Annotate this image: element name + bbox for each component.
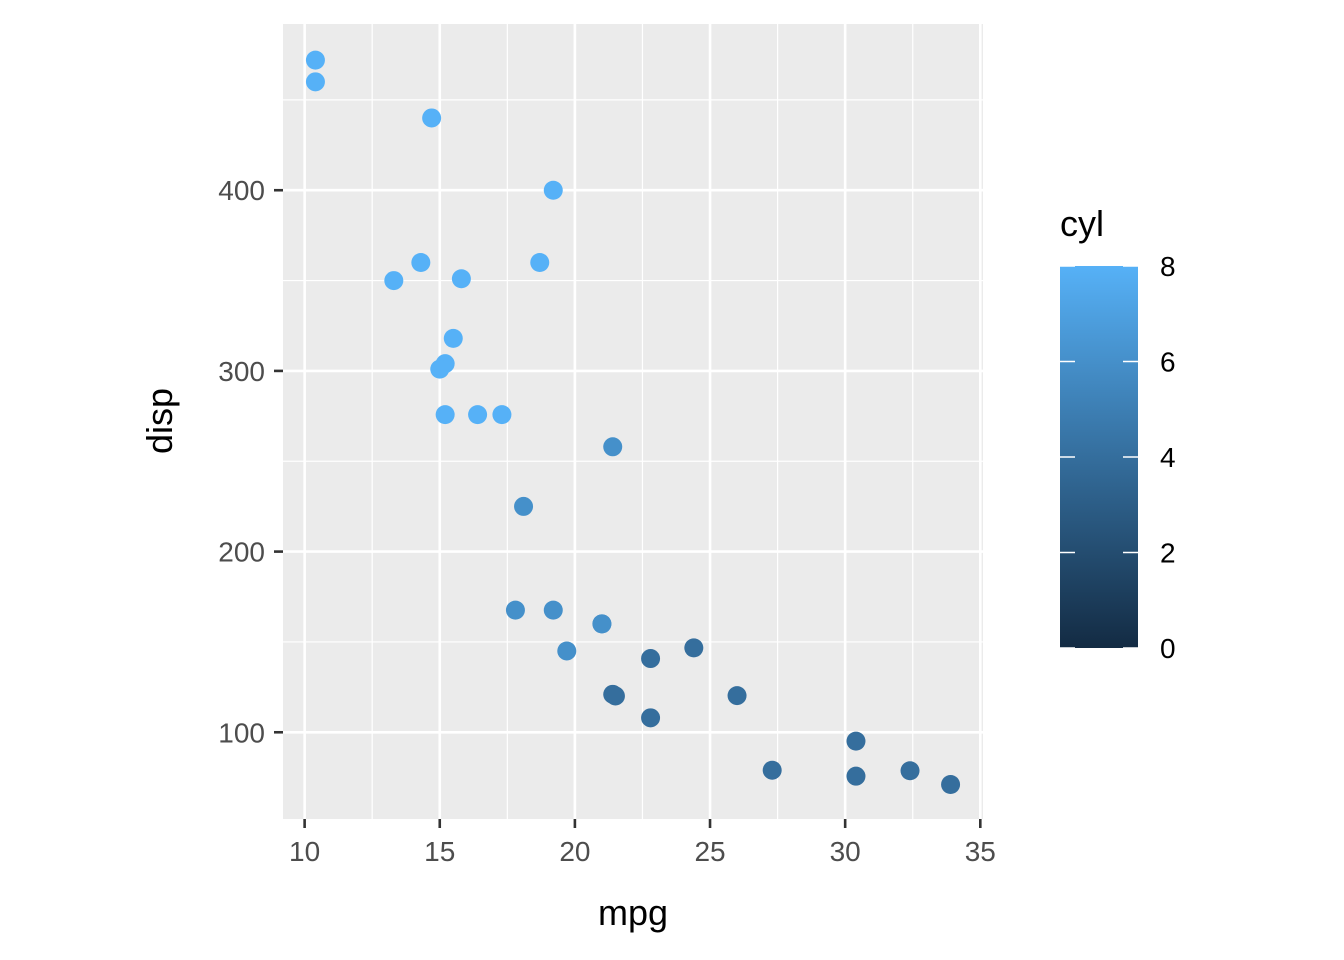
- data-point: [762, 760, 782, 780]
- data-point: [451, 269, 471, 289]
- x-axis: 10 15 20 25 30 35: [289, 819, 996, 867]
- colorbar-label: 4: [1160, 442, 1176, 473]
- data-point: [443, 328, 463, 348]
- y-axis-title: disp: [139, 388, 180, 454]
- data-point: [384, 271, 404, 291]
- x-tick-label: 30: [830, 836, 861, 867]
- data-point: [900, 761, 920, 781]
- data-point: [435, 405, 455, 425]
- data-point: [514, 496, 534, 516]
- data-point: [530, 253, 550, 272]
- data-point: [684, 638, 704, 658]
- y-axis: 100 200 300 400: [218, 175, 283, 748]
- data-point: [430, 359, 450, 379]
- data-point: [592, 614, 612, 634]
- data-point: [411, 253, 431, 272]
- data-point: [543, 600, 563, 620]
- data-point: [305, 72, 325, 92]
- data-point: [305, 50, 325, 70]
- data-point: [846, 731, 866, 751]
- data-point: [422, 108, 442, 128]
- legend-title: cyl: [1060, 203, 1104, 244]
- x-tick-label: 35: [965, 836, 996, 867]
- colorbar-label: 2: [1160, 538, 1176, 569]
- x-tick-label: 25: [694, 836, 725, 867]
- colorbar-label: 8: [1160, 251, 1176, 282]
- data-point: [492, 405, 512, 425]
- colorbar-label: 0: [1160, 633, 1176, 664]
- x-tick-label: 20: [559, 836, 590, 867]
- y-tick-label: 100: [218, 717, 265, 748]
- data-point: [603, 684, 623, 704]
- x-axis-title: mpg: [598, 892, 668, 933]
- data-point: [727, 686, 747, 706]
- data-point: [543, 180, 563, 200]
- y-tick-label: 300: [218, 356, 265, 387]
- data-point: [941, 774, 961, 794]
- data-point: [468, 405, 488, 425]
- data-point: [603, 437, 623, 457]
- colorbar-legend: cyl 0 2 4 6 8: [1060, 203, 1176, 664]
- major-gridlines: [283, 24, 983, 819]
- data-point: [846, 766, 866, 786]
- data-points: [305, 50, 961, 794]
- data-point: [505, 600, 525, 620]
- panel-background: [283, 24, 983, 819]
- minor-gridlines: [283, 24, 983, 819]
- data-point: [641, 649, 661, 669]
- data-point: [557, 641, 577, 661]
- y-tick-label: 400: [218, 175, 265, 206]
- data-point: [641, 708, 661, 728]
- y-tick-label: 200: [218, 537, 265, 568]
- colorbar-label: 6: [1160, 347, 1176, 378]
- x-tick-label: 15: [424, 836, 455, 867]
- x-tick-label: 10: [289, 836, 320, 867]
- colorbar-ticks: 0 2 4 6 8: [1060, 251, 1176, 664]
